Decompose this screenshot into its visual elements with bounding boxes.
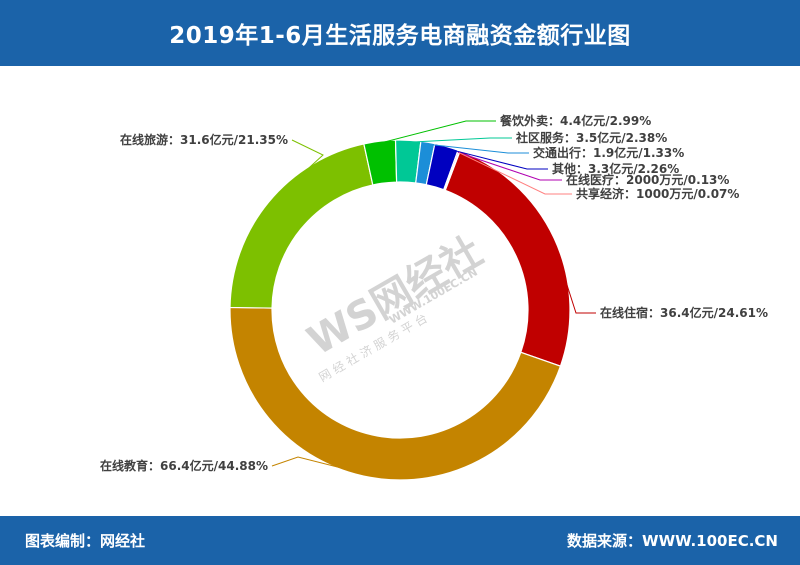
leader-餐饮外卖: [379, 120, 496, 144]
watermark: WS网经社 WWW.100EC.CN 网 经 社 济 服 务 平 台: [300, 228, 490, 384]
label-餐饮外卖: 餐饮外卖：4.4亿元/2.99%: [500, 113, 651, 128]
label-在线旅游: 在线旅游：31.6亿元/21.35%: [120, 132, 288, 147]
label-共享经济: 共享经济：1000万元/0.07%: [576, 186, 739, 201]
leader-共享经济: [458, 152, 572, 195]
slice-labels: 在线住宿：36.4亿元/24.61% 在线教育：66.4亿元/44.88% 在线旅游…: [100, 113, 768, 473]
label-其他: 其他：3.3亿元/2.26%: [552, 161, 679, 176]
label-社区服务: 社区服务：3.5亿元/2.38%: [515, 130, 667, 145]
donut-slices: [229, 139, 571, 481]
footer-source-right: 数据来源：WWW.100EC.CN: [567, 532, 778, 550]
leader-其他: [445, 147, 548, 170]
label-交通出行: 交通出行：1.9亿元/1.33%: [533, 145, 684, 160]
slice-在线旅游: [229, 143, 374, 309]
leader-在线医疗: [457, 151, 562, 181]
slice-在线教育: [229, 306, 562, 481]
leader-在线住宿: [551, 238, 596, 314]
leader-交通出行: [427, 143, 529, 154]
slice-共享经济: [443, 149, 461, 192]
leader-在线旅游: [269, 139, 324, 204]
watermark-logo: WS网经社: [300, 228, 490, 364]
footer-source-left: 图表编制：网经社: [25, 532, 146, 550]
label-在线教育: 在线教育：66.4亿元/44.88%: [100, 458, 268, 473]
label-在线医疗: 在线医疗：2000万元/0.13%: [566, 172, 729, 187]
donut-chart: WS网经社 WWW.100EC.CN 网 经 社 济 服 务 平 台 在线住宿：…: [100, 113, 768, 481]
leader-lines: [269, 120, 596, 476]
leader-在线教育: [271, 456, 371, 476]
chart-title: 2019年1-6月生活服务电商融资金额行业图: [0, 0, 800, 66]
leader-社区服务: [408, 137, 512, 143]
label-在线住宿: 在线住宿：36.4亿元/24.61%: [600, 305, 768, 320]
footer-bar: 图表编制：网经社 数据来源：WWW.100EC.CN: [0, 516, 800, 565]
